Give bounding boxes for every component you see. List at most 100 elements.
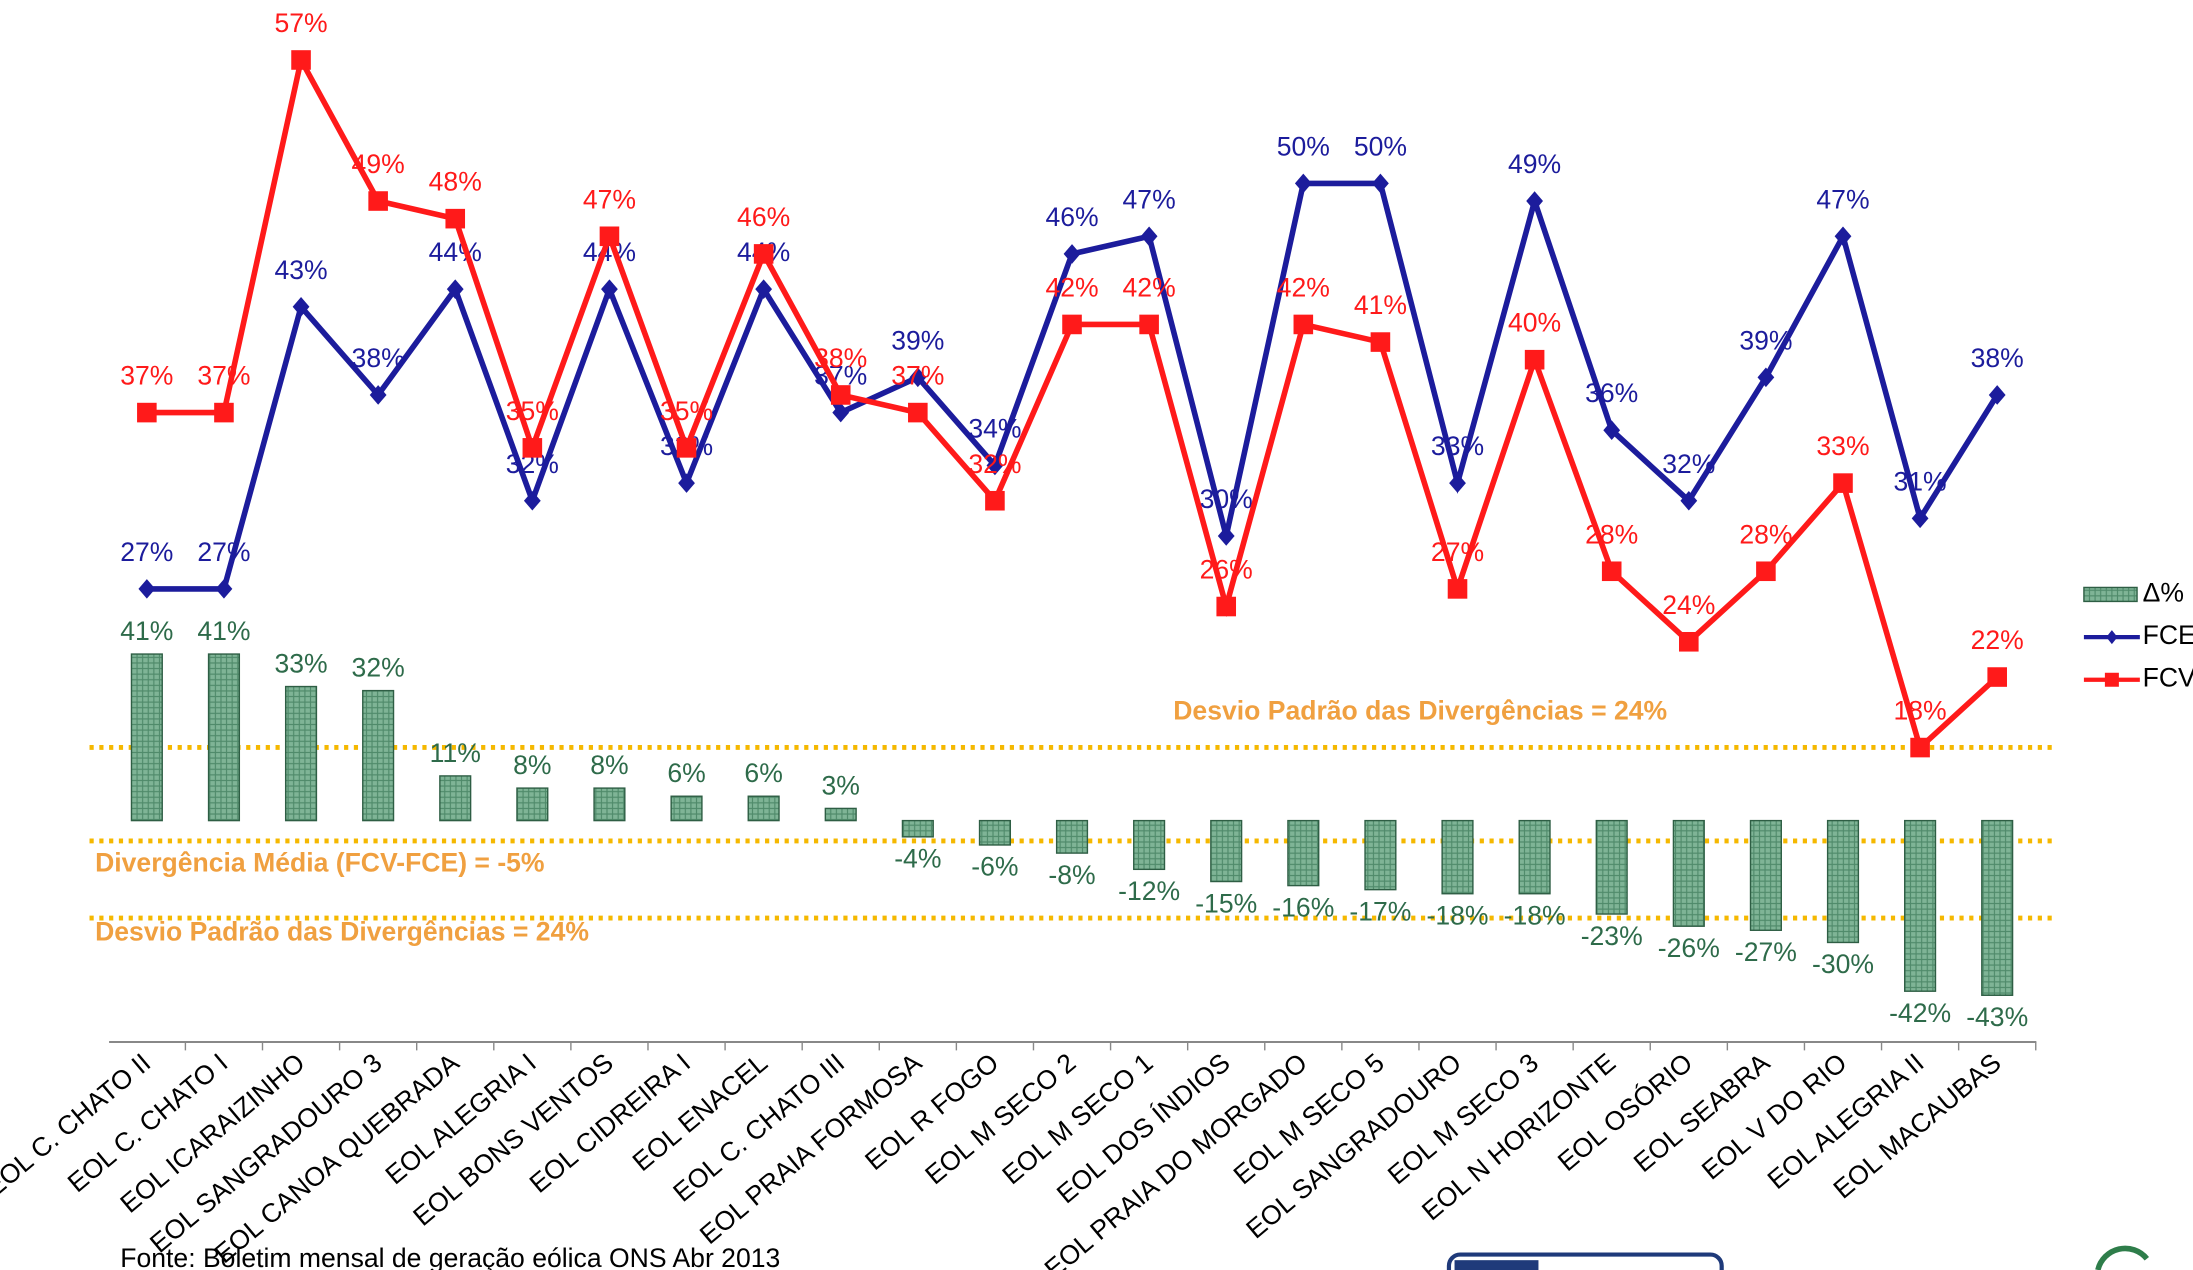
legend-swatch — [2104, 672, 2119, 687]
bar-label: 41% — [120, 616, 173, 646]
marker — [830, 385, 851, 405]
point-label: 44% — [429, 237, 482, 267]
marker — [1603, 420, 1621, 441]
bar — [207, 653, 241, 822]
bar — [1133, 819, 1166, 871]
point-label: 39% — [891, 325, 944, 355]
line — [146, 52, 2000, 753]
point-label: 38% — [1971, 343, 2024, 373]
point-label: 50% — [1354, 131, 1407, 161]
marker — [753, 244, 774, 264]
point-label: 37% — [891, 361, 944, 391]
marker — [1063, 244, 1081, 264]
marker — [1217, 526, 1235, 546]
bar — [978, 819, 1012, 846]
bar-label: 6% — [667, 758, 705, 788]
point-label: 24% — [1662, 590, 1715, 620]
marker — [1524, 349, 1545, 370]
point-label: 40% — [1508, 308, 1561, 338]
bar-label: -43% — [1966, 1002, 2028, 1032]
legend-swatch — [2083, 586, 2138, 603]
bar — [362, 689, 395, 822]
bar-label: -15% — [1195, 888, 1257, 918]
marker — [1833, 473, 1853, 493]
point-label: 33% — [1431, 431, 1484, 461]
point-label: 26% — [1200, 555, 1253, 585]
marker — [601, 279, 618, 299]
point-label: 42% — [1045, 272, 1098, 302]
marker — [1370, 332, 1391, 352]
marker — [599, 226, 620, 247]
marker — [292, 297, 310, 317]
bar — [670, 795, 703, 822]
reference-label: Desvio Padrão das Divergências = 24% — [95, 916, 589, 946]
point-label: 18% — [1894, 696, 1947, 726]
point-label: 47% — [1123, 184, 1176, 214]
marker — [985, 490, 1005, 511]
bar-label: -42% — [1889, 998, 1951, 1028]
marker — [137, 402, 157, 423]
point-label: 43% — [274, 255, 327, 285]
point-label: 37% — [120, 361, 173, 391]
bar-label: -8% — [1048, 860, 1095, 890]
marker — [1449, 473, 1466, 493]
marker — [1526, 191, 1544, 211]
point-label: 35% — [660, 396, 713, 426]
bar — [1826, 819, 1860, 944]
bar-label: 6% — [744, 758, 782, 788]
point-label: 42% — [1123, 272, 1176, 302]
marker — [291, 50, 311, 70]
bar — [284, 685, 318, 822]
marker — [678, 473, 695, 493]
point-label: 22% — [1971, 625, 2024, 655]
marker — [1757, 367, 1775, 388]
point-label: 27% — [1431, 537, 1484, 567]
point-label: 34% — [968, 414, 1021, 444]
marker — [445, 208, 466, 229]
bar — [1749, 819, 1782, 931]
marker — [909, 367, 927, 388]
point-label: 27% — [197, 537, 250, 567]
bar-label: 8% — [513, 750, 551, 780]
bar — [901, 819, 934, 838]
marker — [1062, 314, 1082, 335]
marker — [1679, 631, 1699, 652]
point-label: 47% — [583, 184, 636, 214]
marker — [215, 579, 233, 599]
marker — [368, 191, 388, 211]
marker — [1447, 579, 1468, 599]
bar-label: -27% — [1735, 937, 1797, 967]
reference-label: Desvio Padrão das Divergências = 24% — [1173, 696, 1667, 726]
point-label: 35% — [506, 396, 559, 426]
logo — [2095, 1245, 2150, 1270]
bar — [516, 787, 549, 822]
point-label: 31% — [1894, 466, 1947, 496]
point-label: 32% — [968, 449, 1021, 479]
marker — [1834, 226, 1852, 247]
bar-label: -18% — [1504, 900, 1566, 930]
bar-label: -23% — [1581, 921, 1643, 951]
point-label: 38% — [814, 343, 867, 373]
point-label: 27% — [120, 537, 173, 567]
bar — [1904, 819, 1937, 992]
marker — [522, 438, 543, 458]
bar — [439, 775, 472, 822]
point-label: 32% — [1662, 449, 1715, 479]
legend-label: FCV — [2143, 663, 2193, 693]
point-label: 28% — [1585, 519, 1638, 549]
marker — [1680, 490, 1698, 511]
marker — [1372, 173, 1389, 194]
bar — [1518, 819, 1551, 895]
point-label: 46% — [737, 202, 790, 232]
bar-label: -12% — [1118, 876, 1180, 906]
legend-label: Δ% — [2143, 577, 2184, 607]
point-label: 50% — [1277, 131, 1330, 161]
legend-swatch — [2106, 630, 2118, 645]
legend-label: FCE — [2143, 620, 2193, 650]
bar — [1364, 819, 1397, 891]
marker — [1756, 561, 1776, 582]
bar — [1672, 819, 1705, 927]
point-label: 30% — [1200, 484, 1253, 514]
point-label: 38% — [352, 343, 405, 373]
